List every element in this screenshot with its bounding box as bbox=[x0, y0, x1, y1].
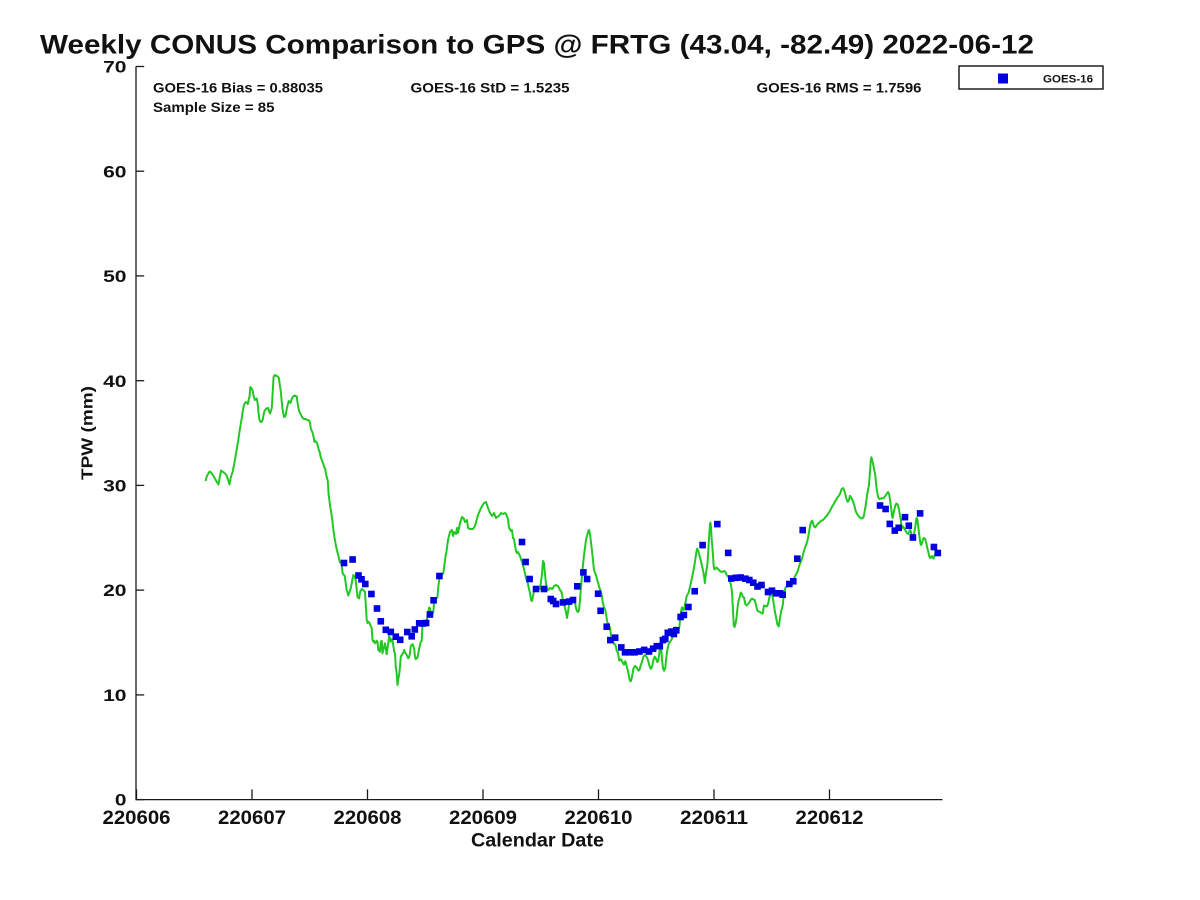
svg-text:50: 50 bbox=[103, 267, 126, 286]
svg-text:Calendar Date: Calendar Date bbox=[471, 830, 604, 852]
svg-text:10: 10 bbox=[103, 686, 126, 705]
svg-text:220608: 220608 bbox=[334, 808, 402, 829]
svg-text:70: 70 bbox=[103, 58, 126, 77]
svg-text:0: 0 bbox=[115, 791, 127, 810]
svg-text:TPW (mm): TPW (mm) bbox=[80, 386, 97, 480]
svg-text:220607: 220607 bbox=[218, 808, 286, 829]
svg-text:GOES-16: GOES-16 bbox=[1043, 74, 1093, 86]
svg-text:220609: 220609 bbox=[449, 808, 517, 829]
svg-text:60: 60 bbox=[103, 162, 126, 181]
svg-text:Weekly CONUS Comparison to GPS: Weekly CONUS Comparison to GPS @ FRTG (4… bbox=[40, 30, 1034, 60]
svg-text:220610: 220610 bbox=[565, 808, 633, 829]
svg-text:220612: 220612 bbox=[796, 808, 864, 829]
svg-text:GOES-16 Bias = 0.88035: GOES-16 Bias = 0.88035 bbox=[153, 80, 323, 95]
svg-text:GOES-16 RMS = 1.7596: GOES-16 RMS = 1.7596 bbox=[757, 80, 922, 95]
svg-text:Sample Size = 85: Sample Size = 85 bbox=[153, 100, 275, 115]
svg-text:GOES-16 StD = 1.5235: GOES-16 StD = 1.5235 bbox=[411, 80, 570, 95]
svg-text:220611: 220611 bbox=[680, 808, 748, 829]
svg-text:30: 30 bbox=[103, 477, 126, 496]
svg-text:20: 20 bbox=[103, 581, 126, 600]
svg-text:40: 40 bbox=[103, 372, 126, 391]
svg-text:220606: 220606 bbox=[103, 808, 171, 829]
